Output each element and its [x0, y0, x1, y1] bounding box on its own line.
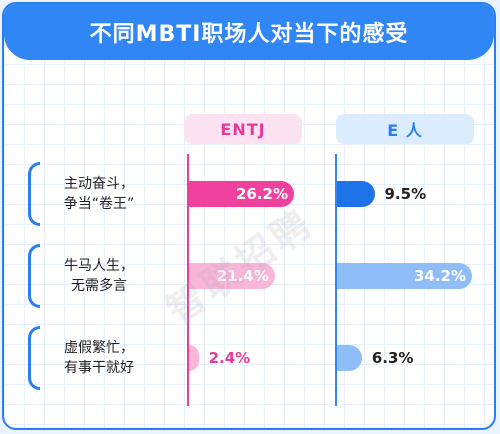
bar-e-2: [337, 263, 472, 289]
e-axis-line: [335, 154, 337, 406]
chart-card: 不同MBTI职场人对当下的感受 ENTJ E 人 主动奋斗， 争当“卷王” 牛马…: [2, 2, 496, 430]
value-label-entj-3: 2.4%: [208, 349, 251, 367]
bar-entj-1: [189, 181, 294, 207]
bar-entj-2: [189, 263, 275, 289]
category-label: 主动奋斗， 争当“卷王”: [63, 176, 135, 212]
value-label-e-2: 34.2%: [413, 267, 466, 285]
bar-e-3: [337, 345, 362, 371]
category-label: 牛马人生， 无需多言: [64, 258, 134, 294]
bar-e-1: [337, 181, 375, 207]
category-3: 虚假繁忙， 有事干就好: [28, 326, 156, 396]
chart-title: 不同MBTI职场人对当下的感受: [89, 22, 409, 47]
value-label-e-3: 6.3%: [371, 349, 414, 367]
series-label-e: E 人: [336, 114, 474, 144]
title-banner: 不同MBTI职场人对当下的感受: [4, 4, 494, 60]
bar-entj-3: [189, 345, 199, 371]
category-bracket: [28, 162, 40, 226]
category-bracket: [28, 326, 40, 390]
value-label-e-1: 9.5%: [384, 185, 427, 203]
value-label-entj-2: 21.4%: [216, 267, 269, 285]
category-2: 牛马人生， 无需多言: [28, 244, 156, 314]
value-label-entj-1: 26.2%: [235, 185, 288, 203]
category-bracket: [28, 244, 40, 308]
category-label: 虚假繁忙， 有事干就好: [64, 340, 134, 376]
category-1: 主动奋斗， 争当“卷王”: [28, 162, 156, 232]
entj-axis-line: [187, 154, 189, 406]
series-label-entj: ENTJ: [184, 114, 302, 144]
